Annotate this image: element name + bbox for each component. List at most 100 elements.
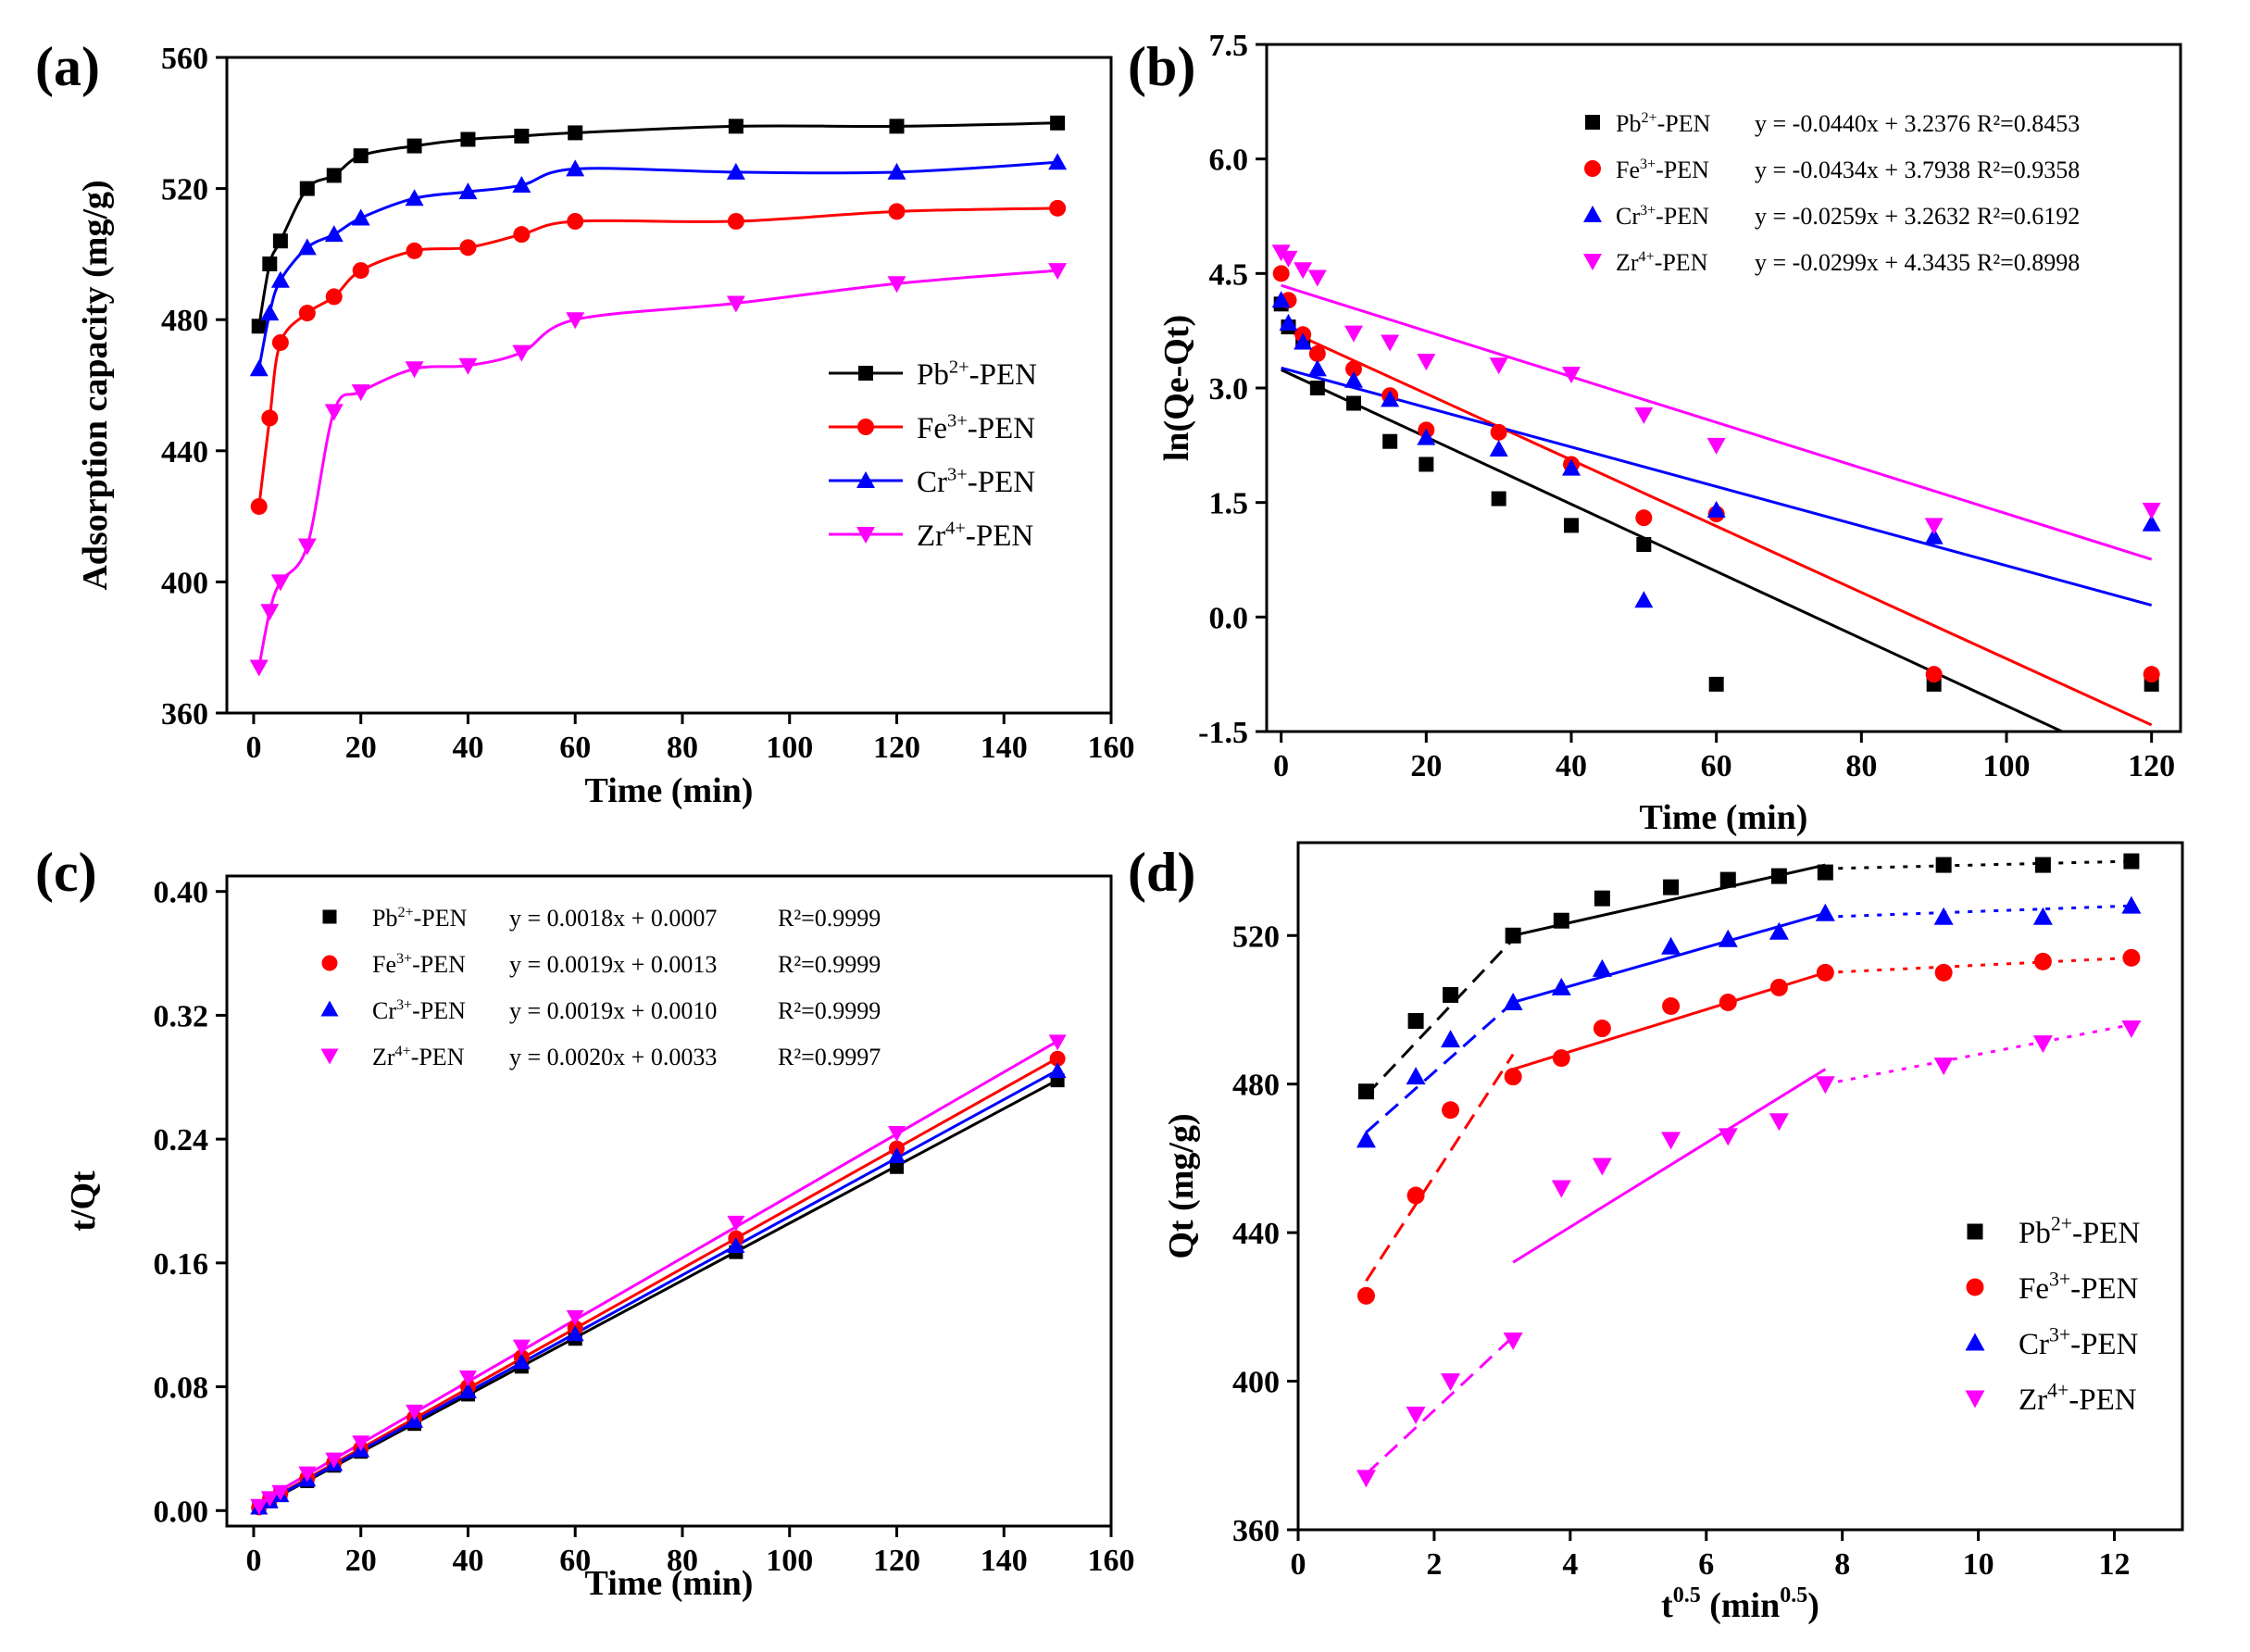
x-axis-title: Time (min) [585, 771, 754, 810]
data-point-zr [1815, 1076, 1835, 1095]
data-point-fe [513, 226, 531, 244]
data-point-cr [1503, 992, 1523, 1010]
data-point-pb [1443, 986, 1459, 1003]
data-point-pb [1594, 890, 1610, 907]
panel-label: (c) [35, 842, 97, 903]
series-line-cr [257, 160, 1058, 369]
legend-marker [322, 909, 337, 924]
data-point-cr [1356, 1130, 1376, 1148]
x-tick-label: 140 [981, 1544, 1028, 1578]
data-point-fe [1345, 360, 1362, 378]
y-tick-label: 360 [161, 697, 208, 732]
data-point-cr [1489, 439, 1508, 457]
data-point-zr [566, 1309, 584, 1326]
fit-line-zr [1281, 283, 2153, 561]
data-point-cr [1634, 591, 1654, 608]
x-axis-title: Time (min) [585, 1564, 754, 1603]
data-point-cr [324, 225, 344, 243]
legend-marker [1966, 1278, 1984, 1296]
x-tick-label: 4 [1562, 1547, 1578, 1582]
data-point-zr [887, 276, 906, 294]
data-point-fe [1552, 1049, 1570, 1068]
data-point-zr [1294, 262, 1313, 280]
data-point-cr [727, 1236, 745, 1253]
x-tick-label: 2 [1426, 1547, 1442, 1582]
data-point-zr [270, 574, 290, 592]
panel-label: (b) [1128, 36, 1195, 97]
data-point-cr [2032, 907, 2053, 925]
data-point-cr [566, 1325, 584, 1342]
fit-segment-dotted-cr [1825, 904, 2131, 919]
legend-marker [857, 419, 874, 435]
panel-a-adsorption-capacity-chart: (a) 0 20 40 60 80 100 120 140 160 360 400 440 480 520 5… [35, 36, 1135, 810]
fit-segment-dotted-zr [1825, 1023, 2132, 1086]
data-point-cr [1381, 390, 1400, 407]
data-point-cr [1562, 458, 1581, 476]
data-point-zr [1634, 407, 1654, 424]
fit-equation: y = -0.0440x + 3.2376 [1755, 110, 1970, 137]
plot-frame [1265, 43, 2182, 733]
data-point-fe [1925, 666, 1943, 683]
data-point-cr [1769, 921, 1789, 940]
legend-label: Cr3+-PEN [1616, 203, 1709, 230]
data-point-fe [567, 213, 584, 230]
data-point-cr [458, 182, 478, 200]
data-point-zr [1661, 1132, 1681, 1150]
fit-segment-solid-zr [1512, 1068, 1827, 1264]
panel-label: (d) [1128, 842, 1195, 903]
legend-label: Pb2+-PEN [1616, 110, 1711, 137]
data-point-cr [1417, 428, 1436, 445]
data-point-pb [1636, 537, 1652, 553]
data-point-cr [566, 159, 585, 177]
y-tick-label: 360 [1232, 1514, 1280, 1548]
fit-equation: y = -0.0259x + 3.2632 [1755, 203, 1970, 230]
legend-marker [321, 955, 338, 971]
data-point-pb [2034, 857, 2051, 873]
data-point-cr [1933, 907, 1954, 925]
data-point-cr [405, 189, 424, 206]
fit-equation: y = -0.0434x + 3.7938 [1755, 156, 1970, 183]
x-tick-label: 80 [1845, 749, 1877, 783]
data-point-fe [2122, 948, 2141, 967]
data-point-pb [889, 119, 905, 134]
series-line-pb [257, 121, 1058, 327]
data-point-cr [1048, 1062, 1067, 1079]
fit-equation: y = 0.0020x + 0.0033 [509, 1044, 717, 1070]
data-point-cr [1815, 903, 1835, 921]
y-tick-label: 440 [161, 435, 208, 469]
data-point-fe [1635, 509, 1653, 527]
series-line-fe [257, 206, 1058, 507]
data-point-pb [1382, 433, 1398, 449]
data-point-cr [1279, 313, 1298, 331]
data-point-zr [351, 384, 370, 402]
legend-marker [858, 366, 873, 381]
fit-line-pb [1281, 369, 2066, 732]
data-point-cr [1406, 1067, 1426, 1085]
panel-label: (a) [35, 36, 100, 97]
data-point-cr [2142, 514, 2161, 532]
y-tick-label: 520 [161, 173, 208, 207]
data-point-fe [459, 239, 477, 257]
data-point-fe [1719, 993, 1737, 1011]
data-point-cr [270, 270, 290, 288]
data-point-cr [1441, 1030, 1461, 1048]
data-point-zr [1933, 1058, 1954, 1076]
x-tick-label: 120 [873, 731, 920, 765]
y-tick-label: 4.5 [1209, 257, 1249, 292]
y-tick-label: 520 [1232, 920, 1280, 954]
fit-line-fe [253, 1057, 1058, 1510]
data-point-cr [458, 1383, 477, 1399]
x-tick-label: 40 [452, 731, 483, 765]
legend-label: Pb2+-PEN [917, 357, 1037, 392]
y-tick-label: 0.0 [1209, 601, 1249, 635]
fit-segment-dotted-fe [1825, 956, 2131, 974]
r-squared: R²=0.8453 [1977, 110, 2080, 137]
fit-segment-dashed-fe [1365, 1053, 1515, 1283]
y-tick-label: 3.0 [1209, 372, 1249, 407]
data-point-cr [1344, 370, 1363, 388]
x-tick-label: 40 [452, 1544, 483, 1578]
x-tick-label: 100 [766, 731, 813, 765]
panel-c-pseudo-second-order-chart: (c) 0 20 40 60 80 100 120 140 160 0.00 0.08 0.16 0.24… [35, 842, 1135, 1603]
y-tick-label: 0.32 [154, 999, 209, 1033]
